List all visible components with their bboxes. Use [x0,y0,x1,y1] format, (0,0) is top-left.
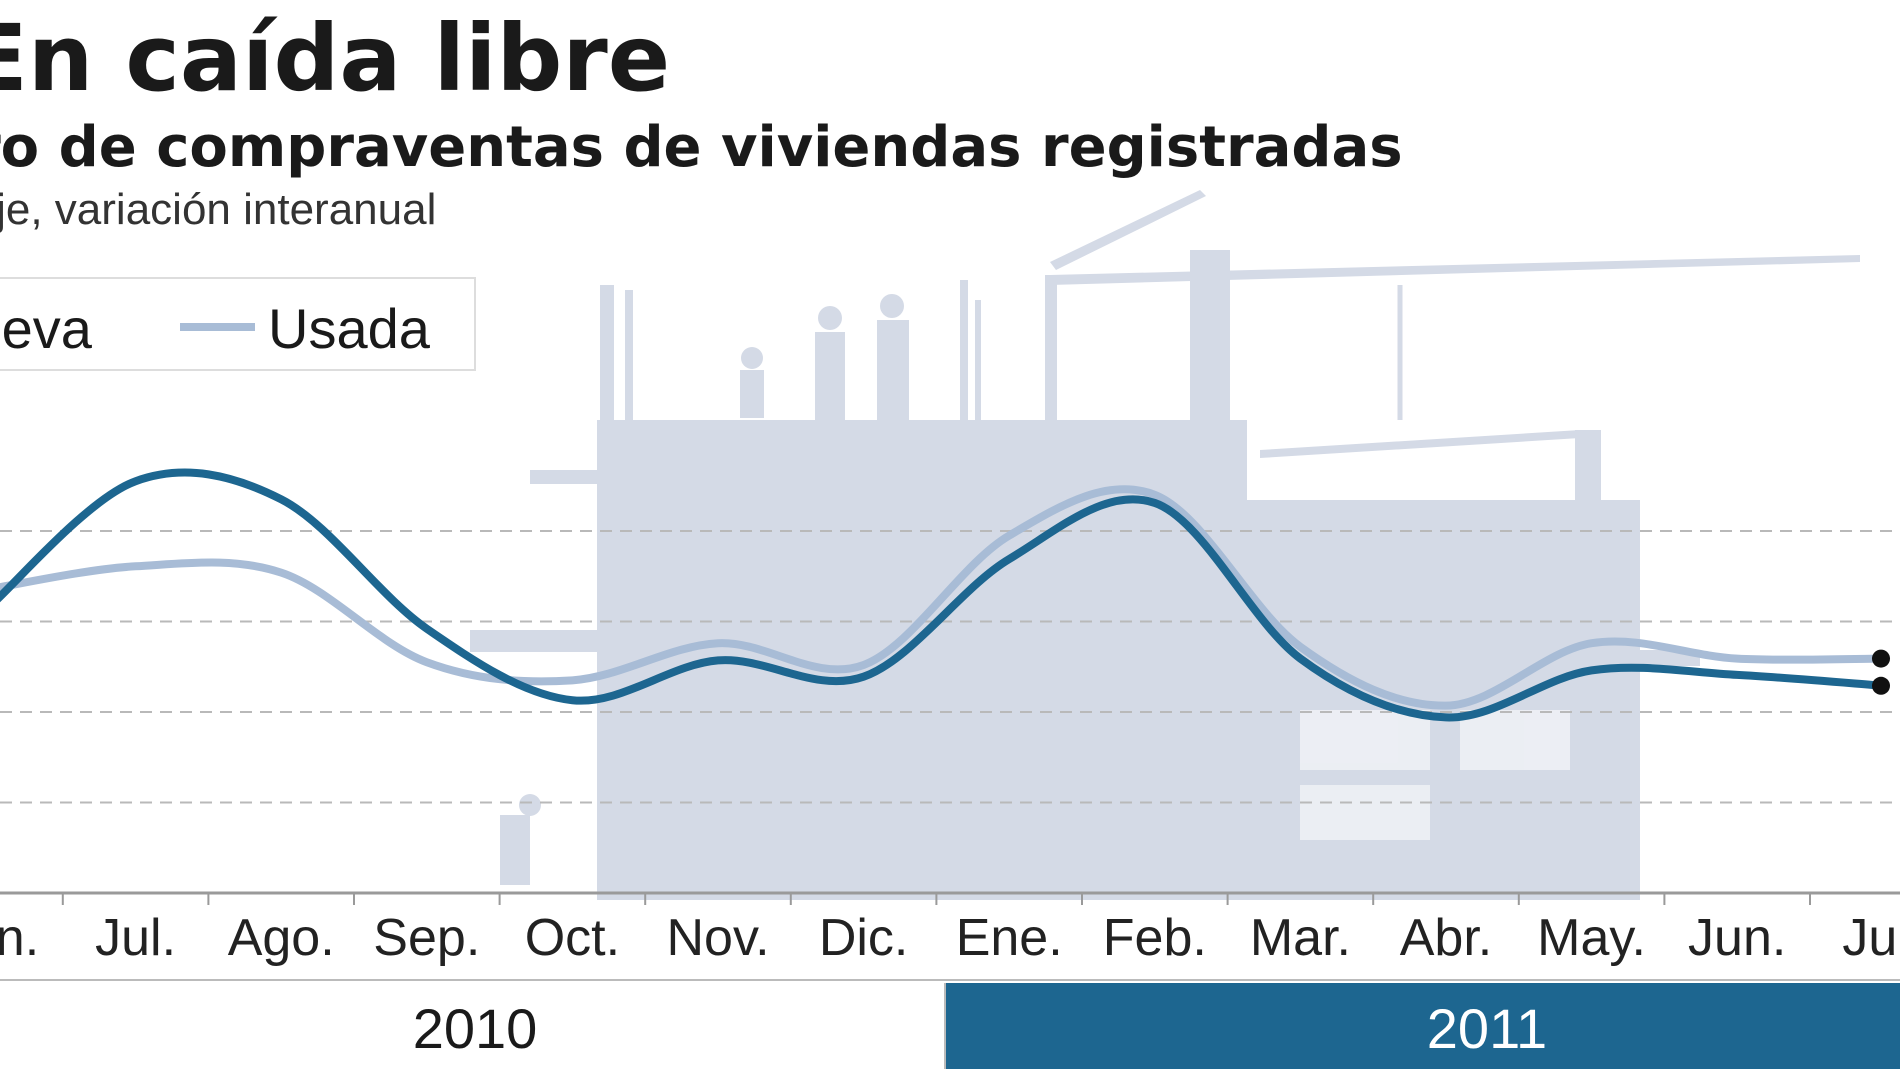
x-tick-label: Nov. [666,909,769,967]
chart-subtitle: Número de compraventas de viviendas regi… [0,115,1403,180]
construction-site-illustration [470,190,1860,900]
x-tick-label: Jun. [1688,909,1786,967]
x-tick-label: Jul. [95,909,176,967]
year-label: 2011 [1427,997,1547,1060]
x-tick-label: Ago. [228,909,335,967]
year-band-2011 [945,983,1900,1069]
legend-label-usada: Usada [268,297,431,360]
x-tick-label: Jul. [1842,909,1900,967]
x-tick-label: Abr. [1400,909,1493,967]
year-label: 2010 [413,997,538,1060]
x-axis: Jun. Jul. Ago. Sep. Oct. Nov. Dic. Ene. Feb. Mar.… [0,891,1900,967]
x-tick-label: Jun. [0,909,39,967]
legend-label-nueva: Nueva [0,297,93,360]
x-tick-label: Sep. [373,909,480,967]
end-marker-nueva [1872,676,1890,695]
year-band: 2010 2011 [0,979,1900,1069]
grid [0,530,1900,804]
series [0,468,1890,722]
series-line-usada [0,485,1887,710]
x-tick-label: Oct. [525,909,620,967]
x-tick-label: Feb. [1103,909,1207,967]
series-line-nueva [0,468,1887,722]
legend: Nueva Usada [0,277,476,371]
end-marker-usada [1872,649,1890,668]
x-tick-label: Ene. [956,909,1063,967]
chart-title: En caída libre [0,5,670,112]
year-band-2010 [0,983,945,1069]
unit-label: Porcentaje, variación interanual [0,185,436,234]
x-tick-label: Mar. [1250,909,1351,967]
x-tick-label: May. [1537,909,1646,967]
x-tick-label: Dic. [819,909,909,967]
